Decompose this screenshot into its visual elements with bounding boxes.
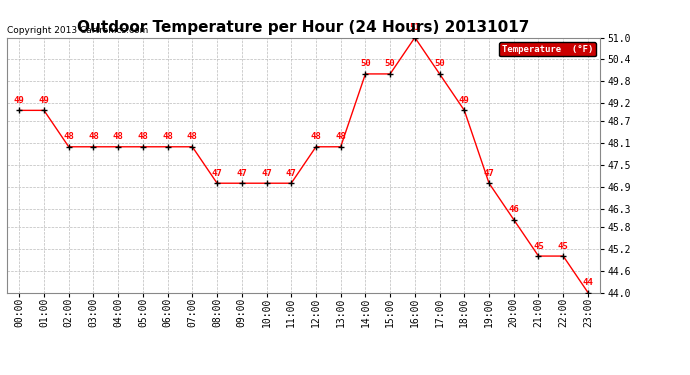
Text: 49: 49 xyxy=(39,96,50,105)
Text: 48: 48 xyxy=(310,132,322,141)
Text: 50: 50 xyxy=(434,59,445,68)
Text: 49: 49 xyxy=(14,96,25,105)
Text: 50: 50 xyxy=(360,59,371,68)
Text: 45: 45 xyxy=(558,242,569,250)
Text: 44: 44 xyxy=(582,278,593,287)
Text: 47: 47 xyxy=(261,169,272,178)
Text: 47: 47 xyxy=(286,169,297,178)
Text: 46: 46 xyxy=(509,205,519,214)
Text: 47: 47 xyxy=(237,169,247,178)
Title: Outdoor Temperature per Hour (24 Hours) 20131017: Outdoor Temperature per Hour (24 Hours) … xyxy=(77,20,530,35)
Text: 48: 48 xyxy=(335,132,346,141)
Text: 48: 48 xyxy=(187,132,198,141)
Text: 45: 45 xyxy=(533,242,544,250)
Text: 47: 47 xyxy=(484,169,495,178)
Text: 47: 47 xyxy=(212,169,222,178)
Text: 51: 51 xyxy=(409,23,420,32)
Legend: Temperature  (°F): Temperature (°F) xyxy=(499,42,595,56)
Text: 49: 49 xyxy=(459,96,470,105)
Text: 48: 48 xyxy=(63,132,74,141)
Text: 48: 48 xyxy=(112,132,124,141)
Text: 48: 48 xyxy=(137,132,148,141)
Text: Copyright 2013 Cartronics.com: Copyright 2013 Cartronics.com xyxy=(7,26,148,35)
Text: 50: 50 xyxy=(385,59,395,68)
Text: 48: 48 xyxy=(88,132,99,141)
Text: 48: 48 xyxy=(162,132,173,141)
